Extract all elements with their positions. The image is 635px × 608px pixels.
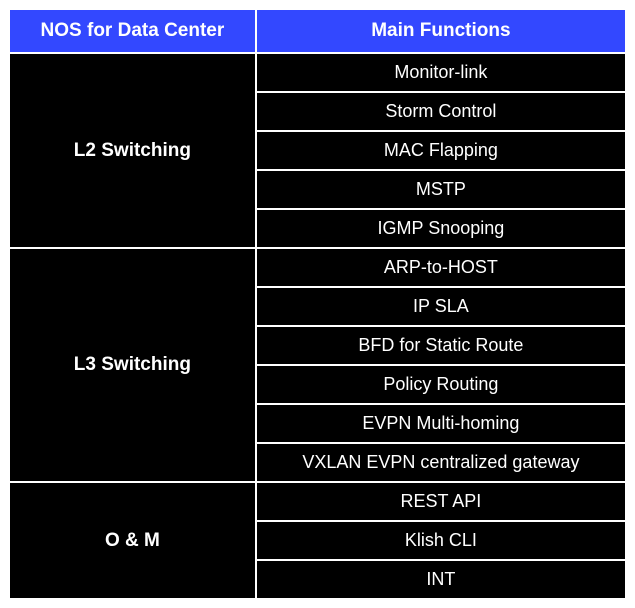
function-cell: EVPN Multi-homing — [256, 404, 626, 443]
table-body: L2 Switching Monitor-link Storm Control … — [9, 53, 626, 599]
function-cell: Policy Routing — [256, 365, 626, 404]
category-cell: L2 Switching — [9, 53, 256, 248]
function-cell: Storm Control — [256, 92, 626, 131]
function-cell: Monitor-link — [256, 53, 626, 92]
header-col1: NOS for Data Center — [9, 9, 256, 53]
function-cell: VXLAN EVPN centralized gateway — [256, 443, 626, 482]
function-cell: IGMP Snooping — [256, 209, 626, 248]
function-cell: INT — [256, 560, 626, 599]
table-wrapper: NOS for Data Center Main Functions L2 Sw… — [8, 8, 627, 600]
function-cell: Klish CLI — [256, 521, 626, 560]
header-col2: Main Functions — [256, 9, 626, 53]
nos-table: NOS for Data Center Main Functions L2 Sw… — [8, 8, 627, 600]
function-cell: MAC Flapping — [256, 131, 626, 170]
table-row: L2 Switching Monitor-link — [9, 53, 626, 92]
table-row: L3 Switching ARP-to-HOST — [9, 248, 626, 287]
category-cell: O & M — [9, 482, 256, 599]
table-row: O & M REST API — [9, 482, 626, 521]
header-row: NOS for Data Center Main Functions — [9, 9, 626, 53]
function-cell: ARP-to-HOST — [256, 248, 626, 287]
function-cell: BFD for Static Route — [256, 326, 626, 365]
function-cell: MSTP — [256, 170, 626, 209]
function-cell: REST API — [256, 482, 626, 521]
category-cell: L3 Switching — [9, 248, 256, 482]
function-cell: IP SLA — [256, 287, 626, 326]
